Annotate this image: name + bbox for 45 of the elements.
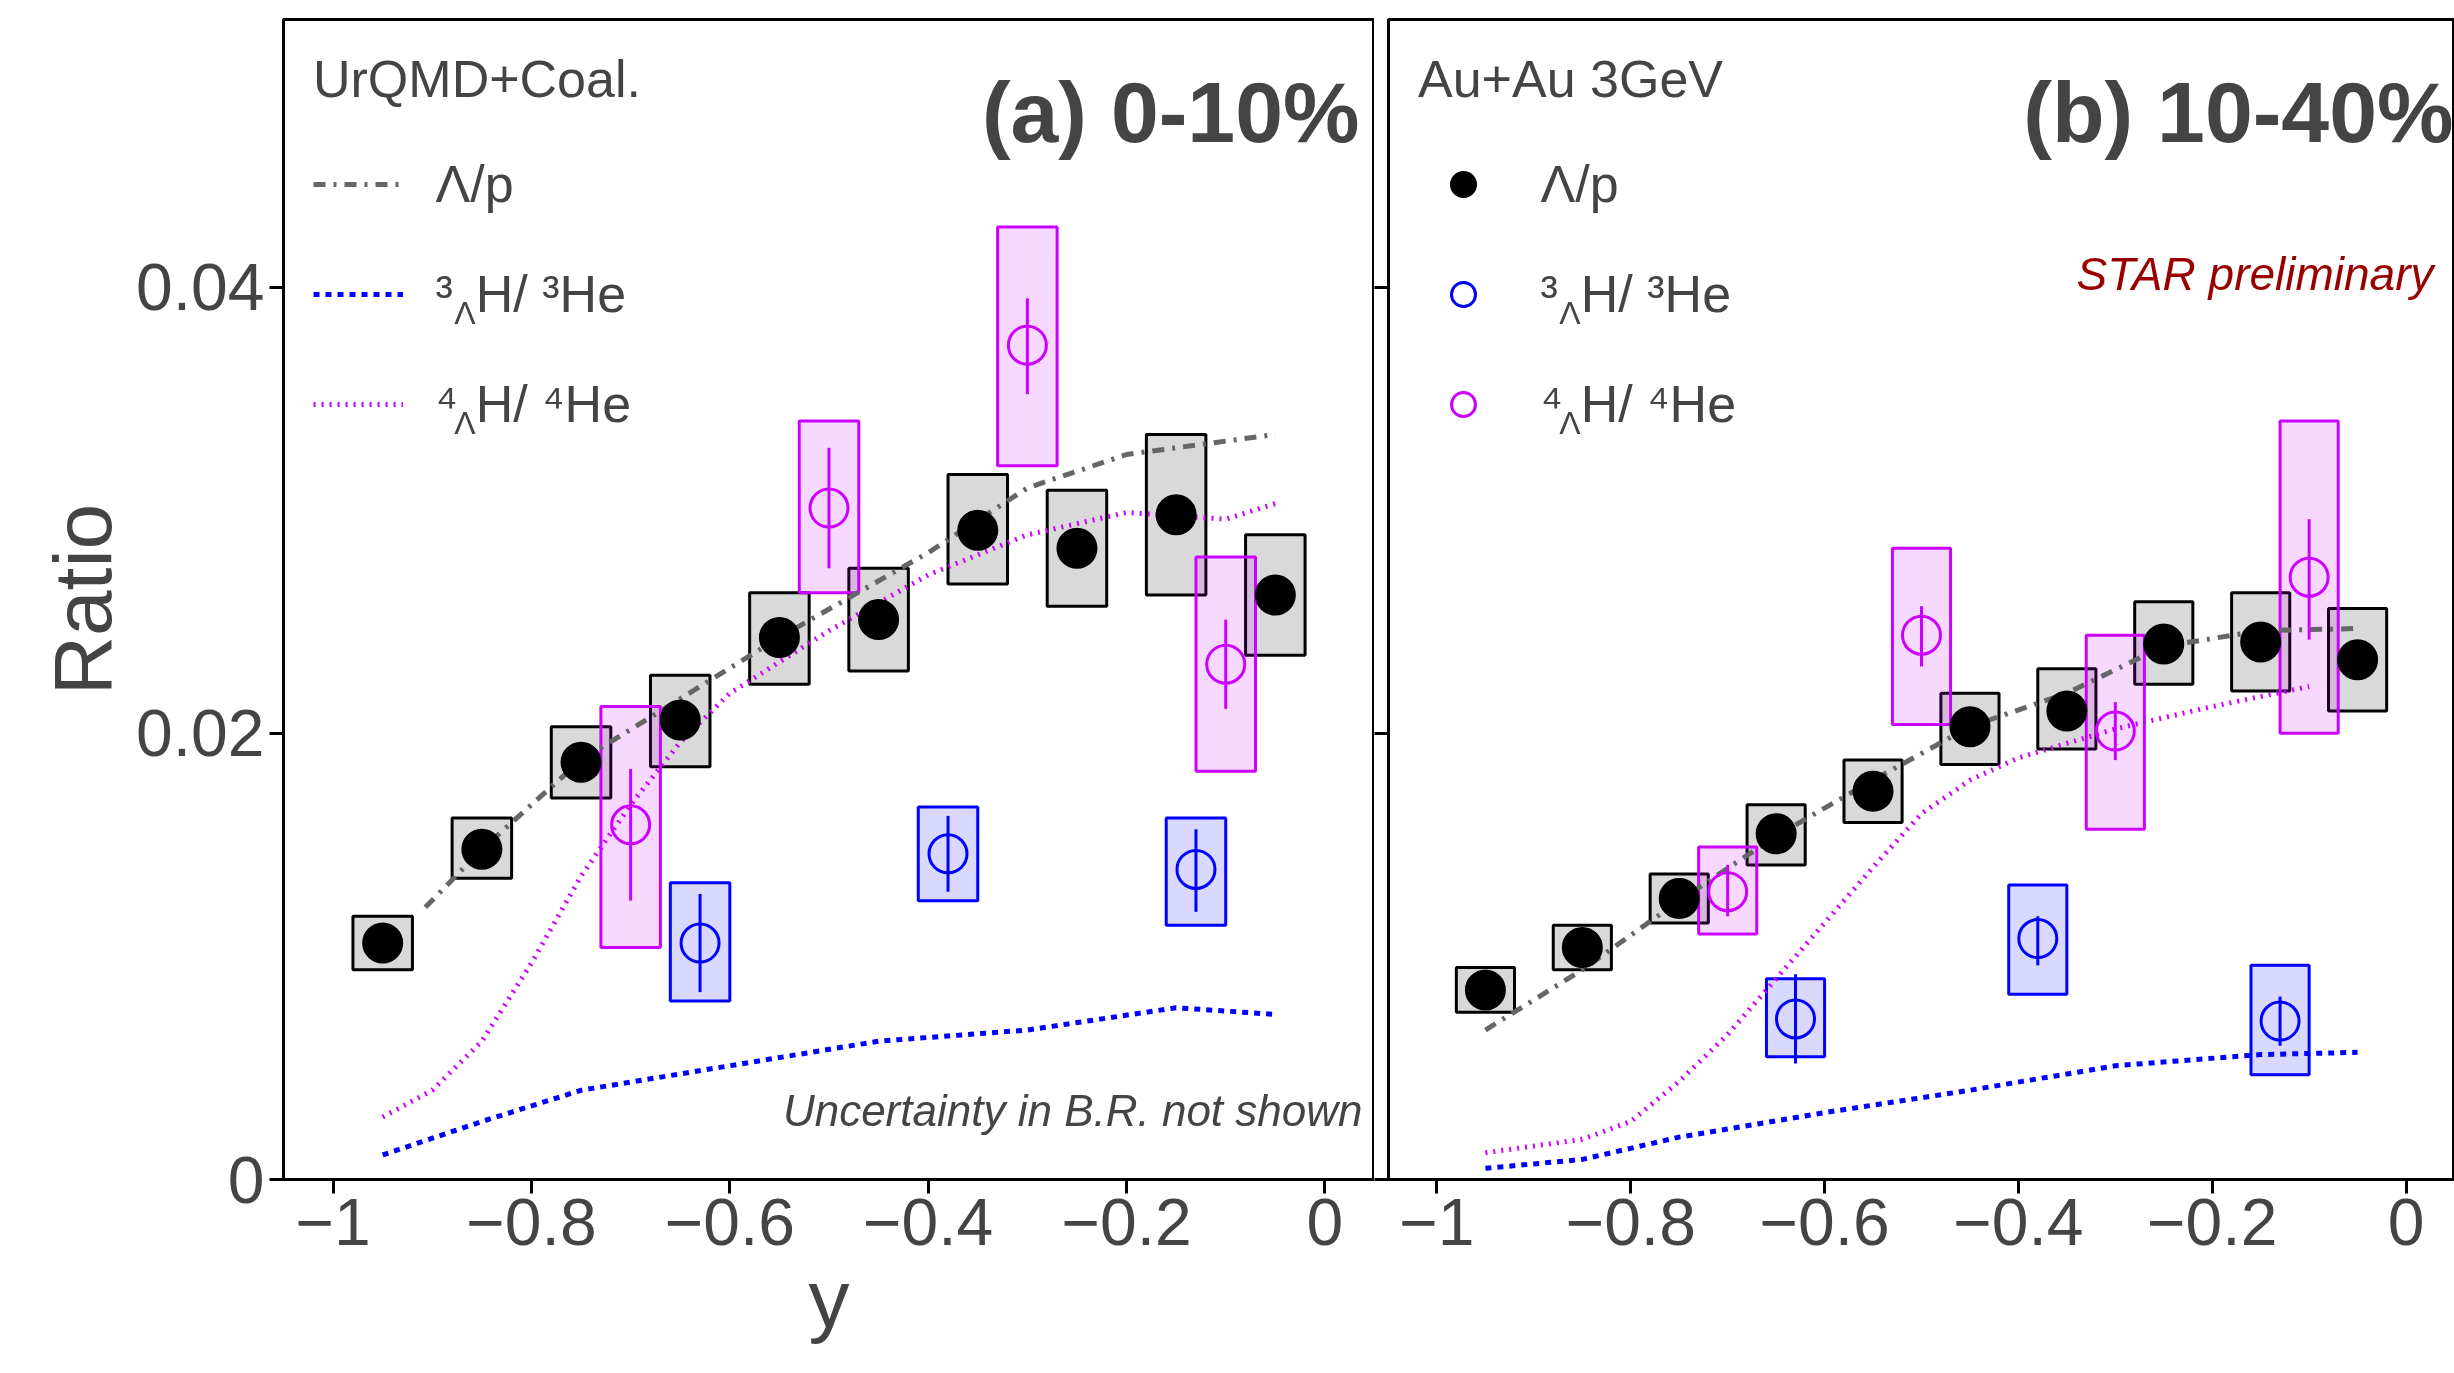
x-tick-label: −0.4 <box>863 1184 994 1259</box>
x-tick-label: −1 <box>295 1184 371 1259</box>
x-tick-label: −0.4 <box>1953 1184 2084 1259</box>
bar <box>2007 883 2069 996</box>
legend-title: UrQMD+Coal. <box>313 49 641 109</box>
bar <box>996 225 1059 468</box>
point <box>2094 710 2136 752</box>
bar <box>599 705 662 949</box>
x-tick-label: −0.6 <box>664 1184 795 1259</box>
point <box>2288 556 2330 598</box>
y-tick-label: 0.02 <box>136 696 265 771</box>
annotation: Uncertainty in B.R. not shown <box>782 1085 1363 1135</box>
x-tick-label: −0.2 <box>1061 1184 1192 1259</box>
x-tick-label: −0.6 <box>1759 1184 1890 1259</box>
x-tick-label: −0.8 <box>1565 1184 1696 1259</box>
x-tick-label: −0.8 <box>466 1184 597 1259</box>
point <box>808 487 850 529</box>
legend-title: Au+Au 3GeV <box>1418 49 1723 109</box>
bar <box>2084 633 2146 831</box>
x-axis-title: y <box>808 1252 850 1344</box>
bar <box>1164 816 1228 927</box>
bar <box>797 419 861 595</box>
point <box>610 804 652 846</box>
text: (b) 10-40% <box>2023 63 2454 160</box>
bar <box>2278 419 2340 735</box>
point <box>1205 643 1247 685</box>
y-tick-label: 0.04 <box>136 250 265 325</box>
x-tick-label: 0 <box>1306 1184 1344 1259</box>
bar <box>1890 546 1953 726</box>
bar <box>916 805 980 903</box>
point <box>1006 324 1048 366</box>
annotation: STAR preliminary <box>2076 247 2437 300</box>
x-tick-label: −0.2 <box>2147 1184 2278 1259</box>
point <box>1901 614 1942 656</box>
y-axis-title: Ratio <box>37 503 129 696</box>
legend-label: Λ/p <box>435 154 514 213</box>
bar <box>1764 977 1827 1059</box>
x-tick-label: 0 <box>2387 1184 2425 1259</box>
bar <box>1697 845 1759 936</box>
bar <box>668 881 732 1003</box>
legend-label: Λ/p <box>1540 154 1619 213</box>
bar <box>2249 963 2311 1077</box>
text: (a) 0-10% <box>981 63 1360 160</box>
bar <box>1194 555 1257 773</box>
x-tick-label: −1 <box>1399 1184 1475 1259</box>
